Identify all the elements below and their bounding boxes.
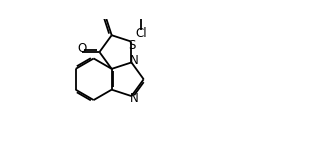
Text: N: N bbox=[129, 54, 138, 67]
Text: N: N bbox=[129, 92, 138, 105]
Text: S: S bbox=[129, 39, 136, 52]
Text: O: O bbox=[77, 42, 87, 55]
Text: Cl: Cl bbox=[135, 27, 147, 40]
